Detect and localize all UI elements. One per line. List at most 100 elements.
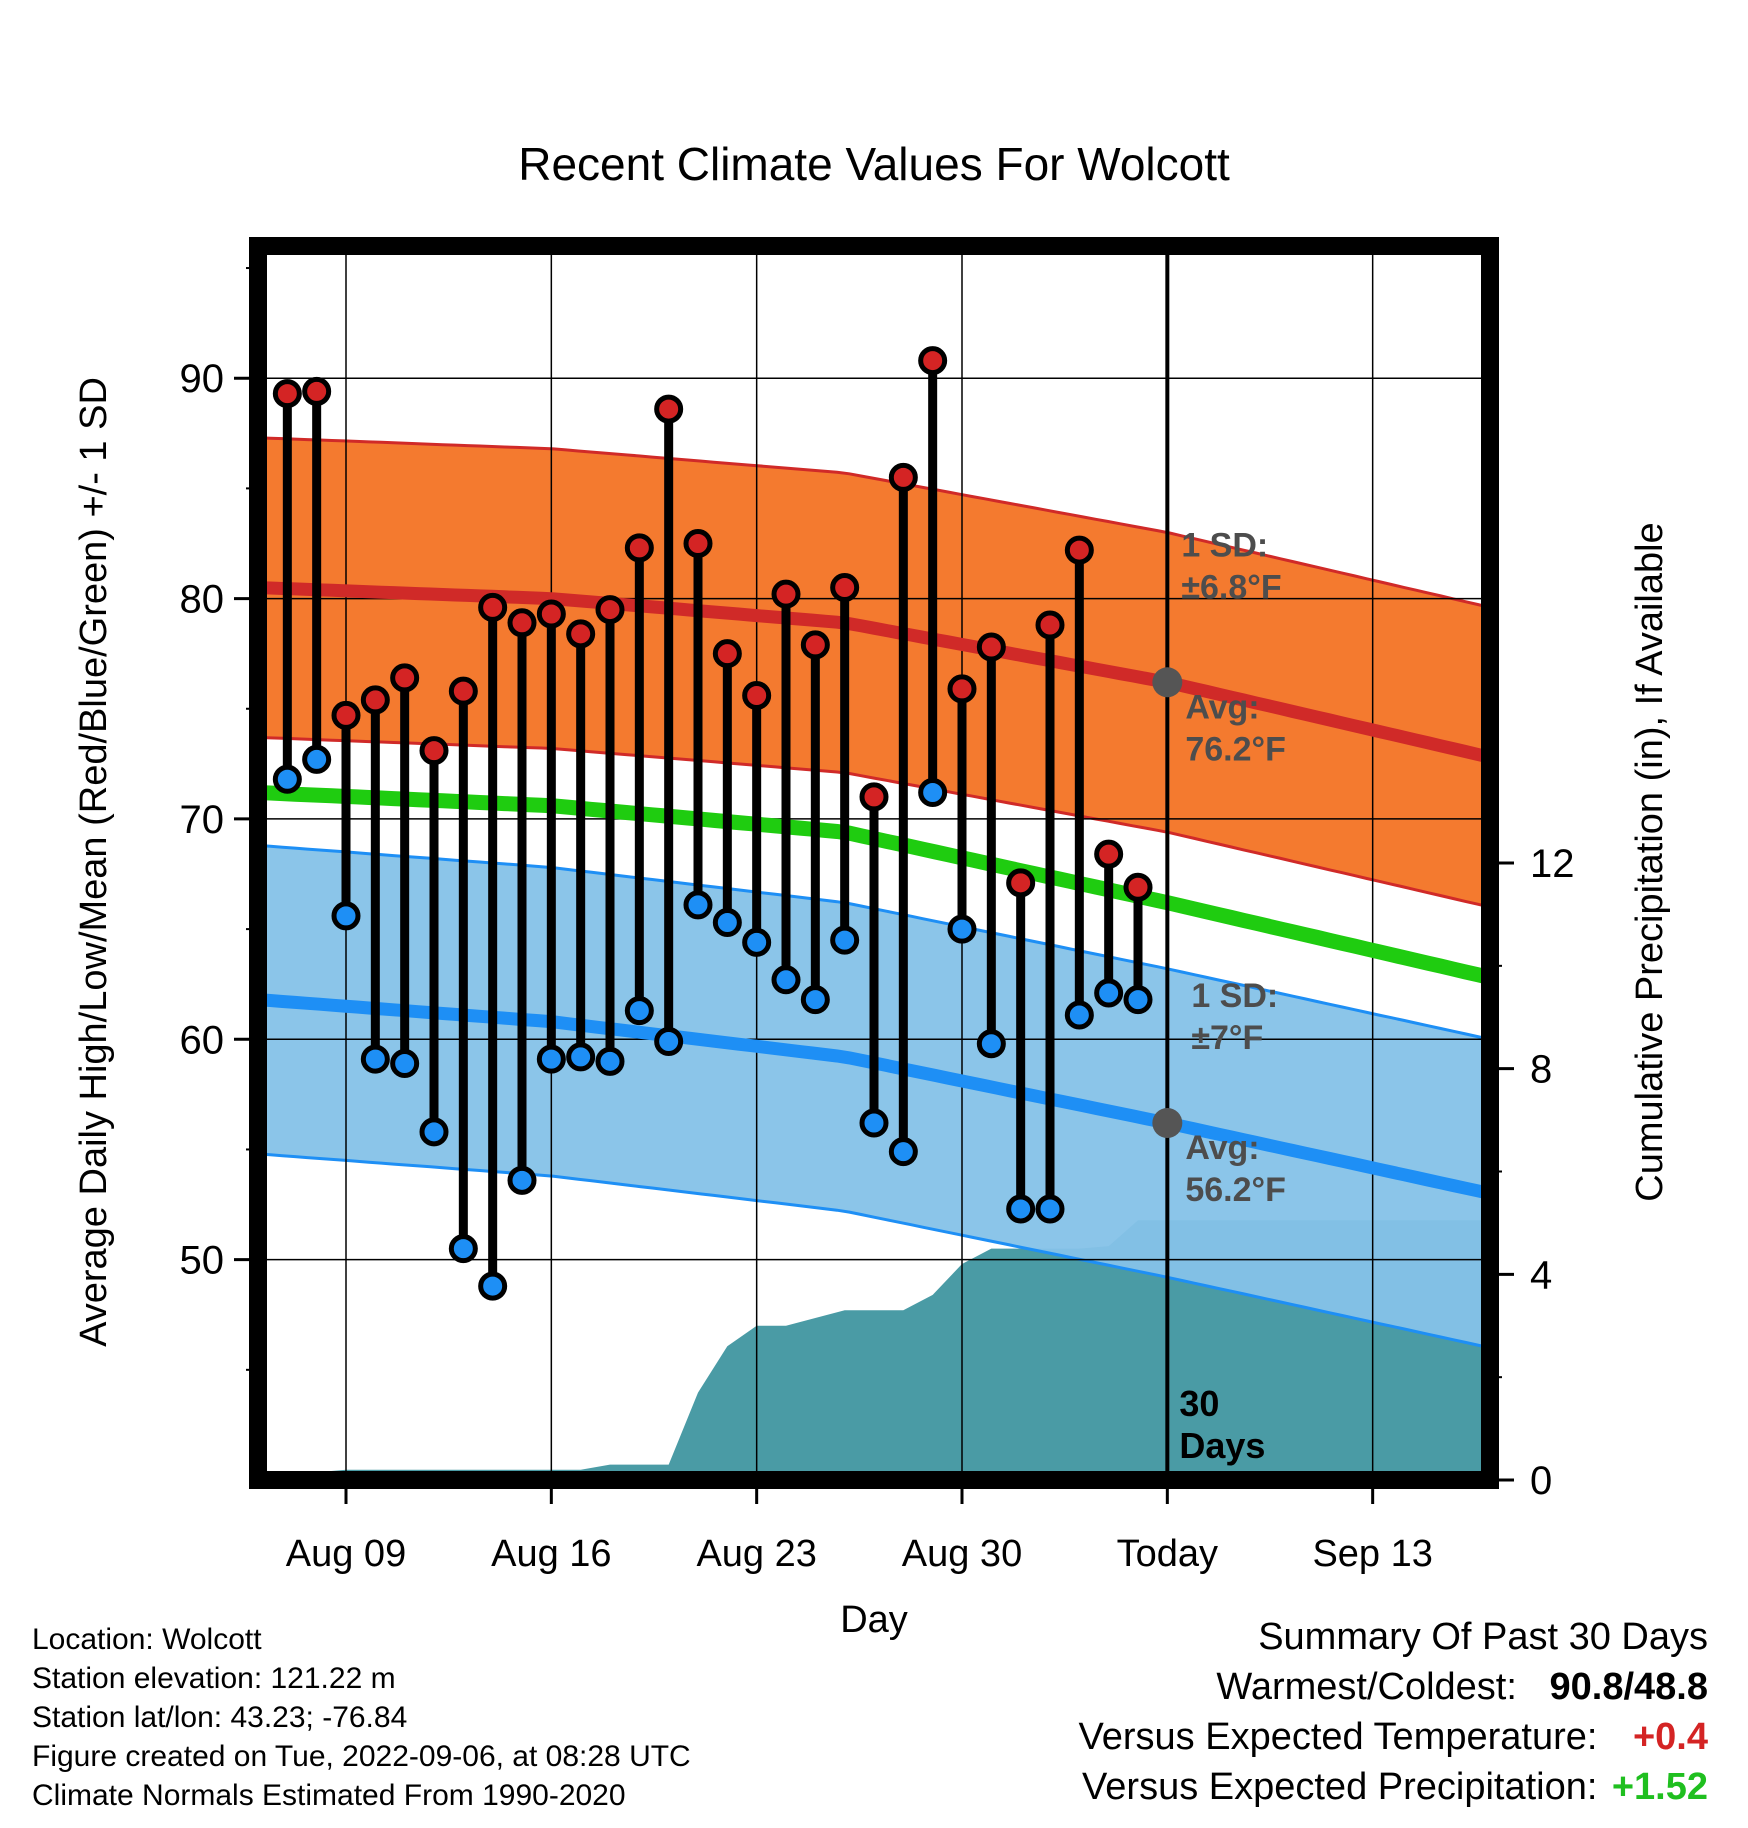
x-tick-label: Aug 23 bbox=[696, 1533, 816, 1575]
high-point bbox=[800, 630, 830, 660]
high-point bbox=[536, 599, 566, 629]
high-point bbox=[360, 685, 390, 715]
low-point bbox=[1094, 978, 1124, 1008]
axes: 50 60 70 80 90 0 4 8 12 Aug 09 Aug 16 Aug 23 Aug 30 T… bbox=[180, 237, 1575, 1575]
y-tick-label: 70 bbox=[180, 798, 225, 842]
y2-axis-label: Cumulative Precipitation (in), If Availa… bbox=[1629, 522, 1671, 1201]
latlon-text: Station lat/lon: 43.23; -76.84 bbox=[32, 1701, 408, 1734]
high-point bbox=[302, 376, 332, 406]
high-point bbox=[654, 394, 684, 424]
high-point bbox=[331, 700, 361, 730]
low-point bbox=[771, 965, 801, 995]
x-tick-label: Today bbox=[1117, 1533, 1218, 1575]
today-high-normal-dot bbox=[1152, 667, 1183, 698]
low-point bbox=[595, 1046, 625, 1076]
low-point bbox=[976, 1029, 1006, 1059]
normal-high-line bbox=[257, 581, 1492, 764]
high-sd-upper-edge bbox=[257, 436, 1491, 609]
y-axis-label: Average Daily High/Low/Mean (Red/Blue/Gr… bbox=[73, 377, 115, 1347]
x-axis-label: Day bbox=[840, 1599, 908, 1641]
high-point bbox=[683, 528, 713, 558]
high-sd-band bbox=[258, 437, 1490, 908]
high-point bbox=[1006, 868, 1036, 898]
low-point bbox=[742, 927, 772, 957]
low-point bbox=[536, 1044, 566, 1074]
y-tick-label: 60 bbox=[180, 1018, 225, 1062]
low-point bbox=[507, 1165, 537, 1195]
low-point bbox=[448, 1234, 478, 1264]
today-days-label-2: Days bbox=[1179, 1425, 1265, 1466]
high-point bbox=[771, 579, 801, 609]
low-point bbox=[331, 901, 361, 931]
low-point bbox=[1035, 1194, 1065, 1224]
low-avg-label-2: 56.2°F bbox=[1185, 1171, 1286, 1209]
low-point bbox=[1064, 1000, 1094, 1030]
low-sd-label-2: ±7°F bbox=[1191, 1019, 1263, 1057]
today-days-label-1: 30 bbox=[1179, 1383, 1219, 1424]
high-point bbox=[448, 676, 478, 706]
normals-text: Climate Normals Estimated From 1990-2020 bbox=[32, 1779, 626, 1812]
low-point bbox=[272, 764, 302, 794]
y2-tick-label: 0 bbox=[1530, 1459, 1552, 1503]
low-point bbox=[830, 925, 860, 955]
high-point bbox=[830, 573, 860, 603]
precip-versus-row: Versus Expected Precipitation: +1.52 bbox=[1079, 1762, 1708, 1812]
high-point bbox=[478, 592, 508, 622]
low-sd-label-1: 1 SD: bbox=[1191, 977, 1278, 1015]
high-point bbox=[507, 608, 537, 638]
y-tick-label: 80 bbox=[180, 578, 225, 622]
high-point bbox=[712, 639, 742, 669]
low-point bbox=[1123, 985, 1153, 1015]
station-info: Location: Wolcott Station elevation: 121… bbox=[32, 1620, 691, 1815]
created-text: Figure created on Tue, 2022-09-06, at 08… bbox=[32, 1740, 691, 1773]
high-point bbox=[390, 663, 420, 693]
slash: / bbox=[1623, 1666, 1635, 1708]
high-point bbox=[859, 782, 889, 812]
low-point bbox=[918, 777, 948, 807]
low-point bbox=[390, 1049, 420, 1079]
low-point bbox=[683, 890, 713, 920]
low-point bbox=[888, 1137, 918, 1167]
chart-title: Recent Climate Values For Wolcott bbox=[518, 138, 1230, 190]
high-point bbox=[1035, 610, 1065, 640]
precipitation-area bbox=[258, 1220, 1490, 1480]
high-point bbox=[419, 736, 449, 766]
today-low-normal-dot bbox=[1152, 1108, 1183, 1139]
low-point bbox=[654, 1026, 684, 1056]
high-point bbox=[1123, 872, 1153, 902]
high-sd-label-1: 1 SD: bbox=[1181, 526, 1268, 564]
high-avg-label-1: Avg: bbox=[1185, 688, 1259, 726]
precip-versus-label: Versus Expected Precipitation: bbox=[1082, 1766, 1598, 1808]
high-point bbox=[595, 595, 625, 625]
location-text: Location: Wolcott bbox=[32, 1623, 262, 1656]
warmest-value: 90.8 bbox=[1549, 1666, 1624, 1708]
elevation-text: Station elevation: 121.22 m bbox=[32, 1662, 396, 1695]
high-point bbox=[947, 674, 977, 704]
high-point bbox=[918, 346, 948, 376]
y2-tick-label: 4 bbox=[1530, 1253, 1552, 1297]
low-avg-label-1: Avg: bbox=[1185, 1129, 1259, 1167]
low-point bbox=[624, 996, 654, 1026]
precip-area bbox=[258, 1220, 1490, 1480]
high-point bbox=[1094, 839, 1124, 869]
summary-title: Summary Of Past 30 Days bbox=[1258, 1616, 1708, 1658]
low-point bbox=[712, 907, 742, 937]
low-point bbox=[478, 1271, 508, 1301]
x-tick-label: Aug 16 bbox=[491, 1533, 611, 1575]
high-point bbox=[1064, 535, 1094, 565]
x-tick-label: Aug 30 bbox=[902, 1533, 1022, 1575]
x-tick-label: Sep 13 bbox=[1312, 1533, 1432, 1575]
high-point bbox=[272, 379, 302, 409]
summary-panel: Summary Of Past 30 Days Warmest/Coldest:… bbox=[1079, 1612, 1708, 1812]
temp-versus-label: Versus Expected Temperature: bbox=[1078, 1716, 1598, 1758]
x-tick-label: Aug 09 bbox=[286, 1533, 406, 1575]
coldest-value: 48.8 bbox=[1634, 1666, 1708, 1708]
high-point bbox=[976, 632, 1006, 662]
high-point bbox=[566, 619, 596, 649]
high-point bbox=[624, 533, 654, 563]
daily-range-stems bbox=[282, 360, 1143, 1287]
low-point bbox=[360, 1044, 390, 1074]
low-point bbox=[566, 1042, 596, 1072]
